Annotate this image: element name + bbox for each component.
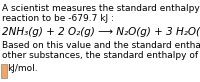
Text: A scientist measures the standard enthalpy change for the following: A scientist measures the standard enthal… (2, 4, 200, 13)
FancyBboxPatch shape (1, 64, 7, 78)
Text: reaction to be -679.7 kJ :: reaction to be -679.7 kJ : (2, 14, 114, 23)
Text: 2NH₃(g) + 2 O₂(g) ⟶ N₂O(g) + 3 H₂O(l): 2NH₃(g) + 2 O₂(g) ⟶ N₂O(g) + 3 H₂O(l) (2, 27, 200, 37)
Text: Based on this value and the standard enthalpies of formation for the: Based on this value and the standard ent… (2, 41, 200, 50)
Text: kJ/mol.: kJ/mol. (7, 64, 38, 73)
Text: other substances, the standard enthalpy of formation of N₂O(g) is: other substances, the standard enthalpy … (2, 51, 200, 60)
